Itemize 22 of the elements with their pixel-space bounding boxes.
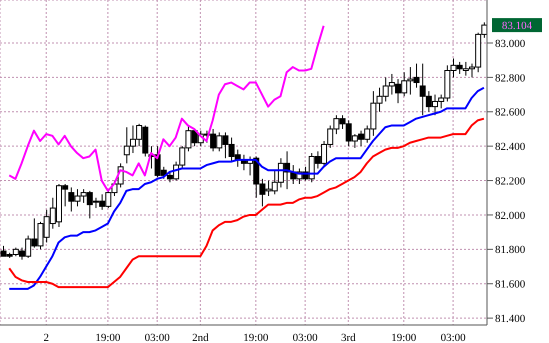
line-series [8,118,485,288]
line-series [8,24,325,192]
y-tick-label: 81.800 [495,244,526,256]
line-series [8,86,485,290]
x-tick-label: 03:00 [292,332,318,343]
x-tick-label: 19:00 [95,332,121,343]
y-tick-label: 83.000 [495,38,526,50]
x-tick-label: 2 [43,332,49,343]
x-tick-label: 19:00 [391,332,417,343]
y-tick-label: 82.600 [495,106,526,119]
x-tick-label: 2nd [192,332,210,343]
text: 83.104 [502,20,533,32]
y-tick-label: 82.400 [495,141,526,154]
x-tick-label: 03:00 [144,332,170,343]
x-tick-label: 3rd [340,332,356,343]
y-tick-label: 82.200 [495,175,526,188]
x-tick-label: 03:00 [440,332,466,343]
y-tick-label: 81.400 [495,313,526,326]
y-tick-label: 82.800 [495,72,526,84]
x-tick-label: 19:00 [243,332,269,343]
y-tick-label: 82.000 [495,210,526,222]
y-tick-label: 81.600 [495,278,526,291]
